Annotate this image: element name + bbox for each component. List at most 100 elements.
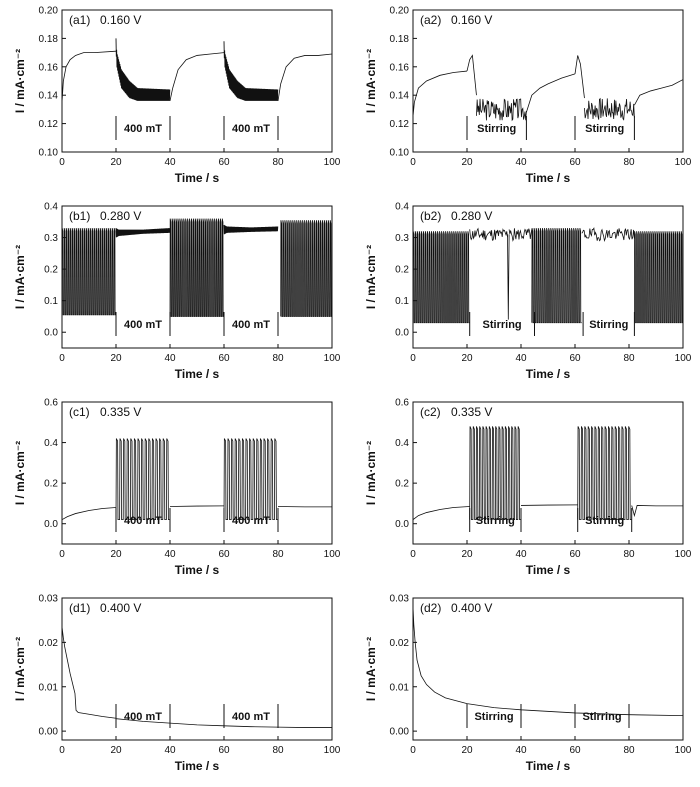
x-axis-label: Time / s — [526, 563, 571, 577]
x-tick-label: 20 — [461, 353, 473, 364]
x-tick-label: 0 — [410, 157, 416, 168]
x-tick-label: 20 — [461, 549, 473, 560]
panel-label: (d1) — [69, 601, 90, 615]
panel-c1: 0 20 40 60 80 100 0.0 0.2 0.4 0.6 Time / s I / mA·c… — [13, 398, 341, 578]
x-tick-label: 40 — [515, 353, 527, 364]
interval-label: Stirring — [585, 515, 624, 527]
trace-segment-0 — [62, 228, 116, 316]
plot-frame — [412, 205, 684, 349]
x-tick-label: 100 — [324, 157, 341, 168]
trace-segment-4 — [280, 220, 332, 317]
trace-segment-4 — [574, 55, 585, 99]
interval-label: 400 mT — [124, 711, 162, 723]
x-tick-label: 100 — [675, 549, 692, 560]
trace-segment-1 — [115, 38, 171, 101]
x-tick-label: 80 — [623, 549, 635, 560]
trace-segment-5 — [581, 227, 635, 242]
x-tick-label: 80 — [623, 157, 635, 168]
y-tick-label: 0.01 — [39, 682, 59, 693]
y-tick-label: 0.14 — [390, 91, 410, 102]
trace-segment-5 — [584, 97, 635, 121]
potential-label: 0.335 V — [451, 405, 492, 419]
y-tick-label: 0.2 — [44, 265, 58, 276]
x-tick-label: 0 — [410, 745, 416, 756]
y-tick-label: 0.4 — [395, 438, 409, 449]
series-trace — [62, 38, 332, 103]
trace-segment-4 — [631, 505, 683, 518]
y-axis-label: I / mA·cm⁻² — [364, 637, 378, 701]
interval-label: 400 mT — [232, 123, 270, 135]
x-tick-label: 20 — [110, 157, 122, 168]
x-tick-label: 20 — [110, 745, 122, 756]
y-tick-label: 0.01 — [390, 682, 410, 693]
x-tick-label: 100 — [324, 549, 341, 560]
x-tick-label: 40 — [164, 745, 176, 756]
trace-segment-3 — [577, 426, 632, 521]
plot-frame — [61, 401, 333, 545]
trace-segment-3 — [223, 438, 278, 521]
y-tick-label: 0.12 — [39, 119, 59, 130]
y-tick-label: 0.4 — [44, 438, 58, 449]
y-tick-label: 0.6 — [44, 398, 58, 409]
y-tick-label: 0.16 — [390, 62, 410, 73]
y-tick-label: 0.00 — [390, 727, 410, 738]
trace-segment-1 — [115, 228, 171, 238]
panel-label: (c2) — [420, 405, 441, 419]
y-tick-label: 0.0 — [395, 519, 409, 530]
plot-frame — [61, 597, 333, 741]
trace-segment-0 — [62, 626, 117, 719]
trace-segment-2 — [169, 218, 224, 317]
potential-label: 0.160 V — [451, 13, 492, 27]
trace-segment-2 — [169, 505, 225, 507]
y-axis-label: I / mA·cm⁻² — [364, 441, 378, 505]
x-tick-label: 0 — [410, 549, 416, 560]
panel-label: (b1) — [69, 209, 90, 223]
x-tick-label: 40 — [164, 157, 176, 168]
interval-label: 400 mT — [124, 319, 162, 331]
x-tick-label: 40 — [515, 745, 527, 756]
interval-label: Stirring — [589, 319, 628, 331]
y-tick-label: 0.20 — [390, 6, 410, 17]
trace-segment-3 — [223, 224, 279, 235]
y-tick-label: 0.3 — [44, 233, 58, 244]
trace-segment-0 — [413, 70, 468, 117]
x-tick-label: 40 — [515, 157, 527, 168]
panel-d1: 0 20 40 60 80 100 0.00 0.01 0.02 0.03 Time / s I / … — [13, 594, 341, 774]
y-tick-label: 0.02 — [390, 638, 410, 649]
trace-segment-4 — [531, 227, 582, 324]
x-tick-label: 60 — [569, 745, 581, 756]
x-axis-label: Time / s — [175, 563, 220, 577]
potential-label: 0.160 V — [100, 13, 141, 27]
x-axis-label: Time / s — [526, 171, 571, 185]
y-tick-label: 0.18 — [390, 34, 410, 45]
panel-b2: 0 20 40 60 80 100 0.0 0.1 0.2 0.3 0.4 Time / s I / m… — [364, 202, 692, 382]
series-trace — [413, 426, 683, 521]
potential-label: 0.280 V — [451, 209, 492, 223]
panel-d2: 0 20 40 60 80 100 0.00 0.01 0.02 0.03 Time / s I / … — [364, 594, 692, 774]
trace-segment-0 — [62, 50, 117, 103]
interval-label: Stirring — [476, 515, 515, 527]
x-tick-label: 20 — [461, 745, 473, 756]
series-trace — [413, 54, 683, 122]
x-tick-label: 100 — [324, 353, 341, 364]
interval-label: 400 mT — [232, 711, 270, 723]
y-tick-label: 0.18 — [39, 34, 59, 45]
trace-segment-3 — [526, 73, 576, 113]
y-axis-label: I / mA·cm⁻² — [364, 49, 378, 113]
x-tick-label: 20 — [110, 353, 122, 364]
x-tick-label: 60 — [218, 745, 230, 756]
y-tick-label: 0.03 — [390, 594, 410, 605]
panel-label: (b2) — [420, 209, 441, 223]
trace-segment-0 — [413, 506, 470, 520]
series-trace — [413, 227, 683, 324]
trace-segment-1 — [115, 438, 170, 521]
x-tick-label: 80 — [272, 157, 284, 168]
x-tick-label: 100 — [675, 745, 692, 756]
x-axis-label: Time / s — [175, 171, 220, 185]
x-tick-label: 100 — [675, 353, 692, 364]
trace-segment-3 — [508, 228, 533, 242]
interval-label: Stirring — [474, 711, 513, 723]
x-tick-label: 0 — [59, 353, 65, 364]
plot-frame — [61, 205, 333, 349]
